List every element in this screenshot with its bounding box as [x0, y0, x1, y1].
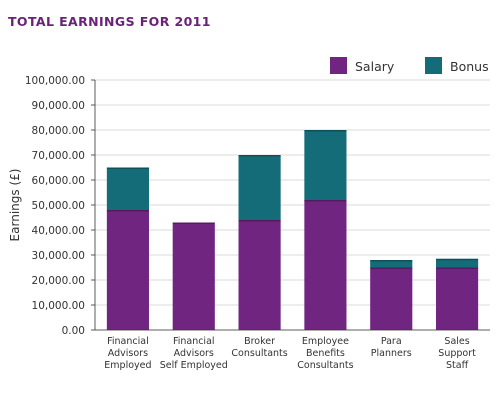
x-tick-label-line: Employed — [104, 360, 151, 371]
x-tick-label-line: Benefits — [306, 348, 345, 359]
bar-salary — [436, 267, 479, 330]
legend-label-bonus: Bonus — [450, 59, 489, 74]
y-tick-label: 70,000.00 — [32, 150, 85, 162]
x-tick-label-line: Broker — [244, 336, 275, 347]
y-tick-label: 30,000.00 — [32, 250, 85, 262]
x-tick-label-line: Para — [381, 336, 402, 347]
bar-bonus — [370, 260, 413, 268]
x-tick-label-line: Sales — [444, 336, 469, 347]
bar-bonus — [436, 258, 479, 268]
x-tick-label-line: Advisors — [174, 348, 214, 359]
y-axis-label: Earnings (£) — [8, 169, 22, 242]
x-tick-label-line: Self Employed — [160, 360, 228, 371]
legend: Salary Bonus — [330, 57, 489, 74]
y-tick-label: 80,000.00 — [32, 125, 85, 137]
bar-salary — [106, 210, 149, 330]
bar-salary — [304, 200, 347, 330]
y-tick-label: 90,000.00 — [32, 100, 85, 112]
x-tick-label-line: Support — [438, 348, 476, 359]
y-tick-label: 20,000.00 — [32, 275, 85, 287]
grid-lines — [95, 79, 490, 331]
bar-salary — [238, 220, 281, 330]
x-tick-label-line: Consultants — [297, 360, 353, 371]
y-tick-label: 50,000.00 — [32, 200, 85, 212]
legend-swatch-bonus — [425, 57, 442, 74]
bar-series — [106, 130, 479, 330]
x-tick-label-line: Planners — [371, 348, 412, 359]
legend-label-salary: Salary — [355, 59, 395, 74]
y-tick-label: 0.00 — [62, 325, 85, 337]
x-tick-label-line: Advisors — [108, 348, 148, 359]
bar-salary — [172, 222, 215, 330]
y-tick-label: 40,000.00 — [32, 225, 85, 237]
legend-swatch-salary — [330, 57, 347, 74]
x-tick-label-line: Financial — [107, 336, 149, 347]
x-tick-label: Sales Support Staff — [438, 336, 476, 371]
bar-bonus — [304, 130, 347, 200]
bar-salary — [370, 267, 413, 330]
bar-bonus — [238, 155, 281, 220]
x-tick-label: Broker Consultants — [231, 336, 287, 359]
y-tick-label: 100,000.00 — [25, 75, 85, 87]
bar-bonus — [106, 167, 149, 210]
axes: 0.00 10,000.00 20,000.00 30,000.00 40,000.00… — [25, 75, 490, 371]
chart-title: TOTAL EARNINGS FOR 2011 — [8, 14, 211, 29]
x-tick-label-line: Employee — [302, 336, 349, 347]
x-tick-label-line: Staff — [446, 360, 469, 371]
x-tick-label: Employee Benefits Consultants — [297, 336, 353, 371]
x-tick-label: Financial Advisors Self Employed — [160, 336, 228, 371]
x-tick-label: Financial Advisors Employed — [104, 336, 151, 371]
y-tick-label: 10,000.00 — [32, 300, 85, 312]
x-tick-label-line: Financial — [173, 336, 215, 347]
x-tick-label: Para Planners — [371, 336, 412, 359]
x-tick-label-line: Consultants — [231, 348, 287, 359]
y-tick-label: 60,000.00 — [32, 175, 85, 187]
